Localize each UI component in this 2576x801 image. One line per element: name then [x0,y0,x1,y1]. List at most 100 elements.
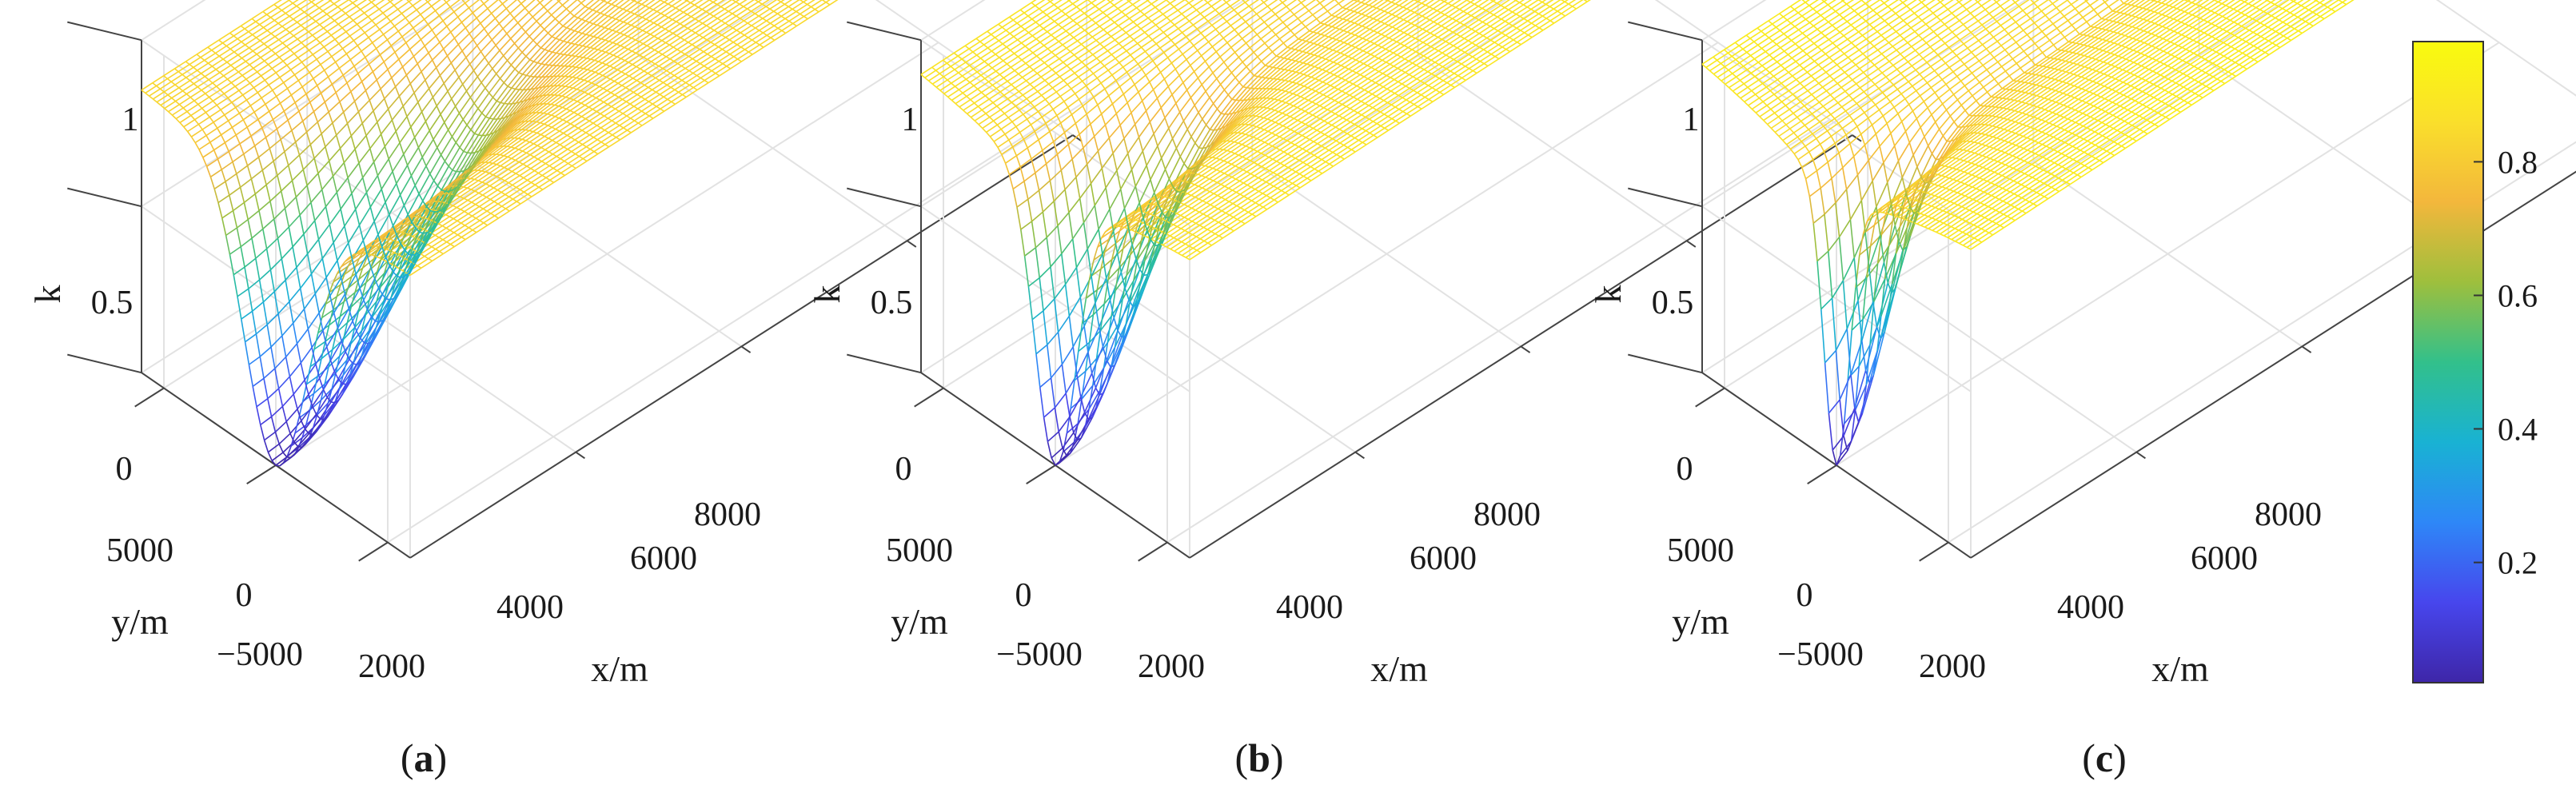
surface-mesh-segment [272,69,276,73]
surface-mesh-segment [314,112,318,122]
surface-mesh-segment [295,67,306,75]
surface-mesh-segment [289,377,293,394]
surface-mesh-segment [183,101,194,108]
surface-mesh-segment [221,162,233,170]
surface-mesh-segment [327,24,338,31]
surface-mesh-segment [242,58,246,62]
surface-mesh-segment [259,201,270,211]
surface-mesh-segment [249,365,253,386]
surface-mesh-segment [265,54,276,61]
surface-mesh-segment [473,29,484,40]
surface-mesh-segment [247,119,258,127]
surface-mesh-segment [217,159,221,169]
surface-mesh-segment [298,81,302,87]
surface-mesh-segment [479,193,483,196]
surface-mesh-segment [199,142,210,149]
surface-mesh-segment [475,172,486,179]
surface-mesh-segment [473,230,477,233]
surface-mesh-segment [519,142,530,149]
surface-mesh-segment [217,86,221,90]
surface-mesh-segment [239,83,250,90]
surface-mesh-segment [502,206,506,209]
surface-mesh-segment [508,73,519,86]
surface-mesh-segment [198,117,209,124]
surface-mesh-segment [339,36,350,44]
surface-mesh-segment [280,78,284,83]
surface-mesh-segment [206,128,217,135]
surface-mesh-segment [184,120,195,127]
surface-mesh-segment [451,51,462,63]
surface-mesh-segment [387,10,398,18]
surface-mesh-segment [213,122,217,128]
surface-mesh-segment [649,0,660,8]
surface-mesh-segment [172,108,183,115]
surface-mesh-segment [174,69,178,72]
surface-mesh-segment [392,67,403,78]
surface-mesh-segment [289,165,293,181]
surface-mesh-segment [362,72,373,82]
surface-mesh-segment [171,82,175,85]
surface-mesh-segment [229,152,233,162]
surface-mesh-segment [178,72,182,75]
surface-mesh-segment [247,100,251,106]
surface-mesh-segment [439,237,443,240]
surface-mesh-segment [506,209,510,211]
surface-mesh-segment [429,42,440,53]
surface-mesh-segment [464,187,468,188]
surface-mesh-segment [338,17,349,24]
surface-mesh-segment [199,149,203,157]
surface-mesh-segment [268,444,279,452]
surface-mesh-segment [169,112,173,115]
surface-mesh-segment [575,34,586,44]
surface-mesh-segment [514,8,525,18]
surface-mesh-segment [458,8,469,17]
surface-mesh-segment [580,71,592,79]
surface-mesh-segment [218,195,229,202]
surface-mesh-segment [429,259,433,261]
surface-mesh-segment [257,72,261,76]
surface-mesh-segment [292,121,303,130]
surface-mesh-segment [176,112,187,119]
surface-mesh-segment [421,30,432,40]
surface-mesh-segment [512,74,523,88]
surface-mesh-segment [226,46,230,50]
surface-mesh-segment [286,344,297,357]
surface-mesh-segment [236,100,247,107]
surface-mesh-segment [582,10,593,20]
surface-mesh-segment [238,72,242,75]
surface-mesh-segment [389,96,400,109]
surface-mesh-segment [583,37,594,46]
surface-mesh-segment [411,112,422,127]
surface-mesh-segment [235,79,246,86]
surface-mesh-segment [578,8,589,18]
surface-mesh-segment [588,62,599,70]
surface-mesh-segment [311,202,315,221]
surface-mesh-segment [285,197,297,209]
surface-mesh-segment [548,40,560,51]
surface-mesh-segment [372,13,383,21]
surface-mesh-segment [453,219,457,221]
surface-mesh-segment [490,199,494,201]
surface-mesh-segment [257,85,269,93]
surface-mesh-segment [446,215,450,217]
surface-mesh-segment [328,44,339,52]
surface-mesh-segment [433,83,444,97]
surface-mesh-segment [401,6,413,14]
surface-mesh-segment [237,39,241,42]
surface-mesh-segment [259,157,263,170]
surface-mesh-segment [202,130,206,136]
surface-mesh-segment [397,165,408,184]
surface-mesh-segment [617,50,628,58]
surface-mesh-segment [261,58,265,61]
surface-mesh-segment [455,58,466,70]
surface-mesh-segment [476,205,480,207]
surface-mesh-segment [241,42,245,45]
surface-mesh-segment [201,90,205,94]
surface-mesh-segment [359,149,370,163]
surface-mesh-segment [488,23,500,34]
surface-mesh-segment [406,64,417,75]
surface-mesh-segment [317,31,328,38]
surface-mesh-segment [289,289,301,302]
surface-mesh-segment [329,161,333,176]
surface-mesh-segment [249,357,260,365]
